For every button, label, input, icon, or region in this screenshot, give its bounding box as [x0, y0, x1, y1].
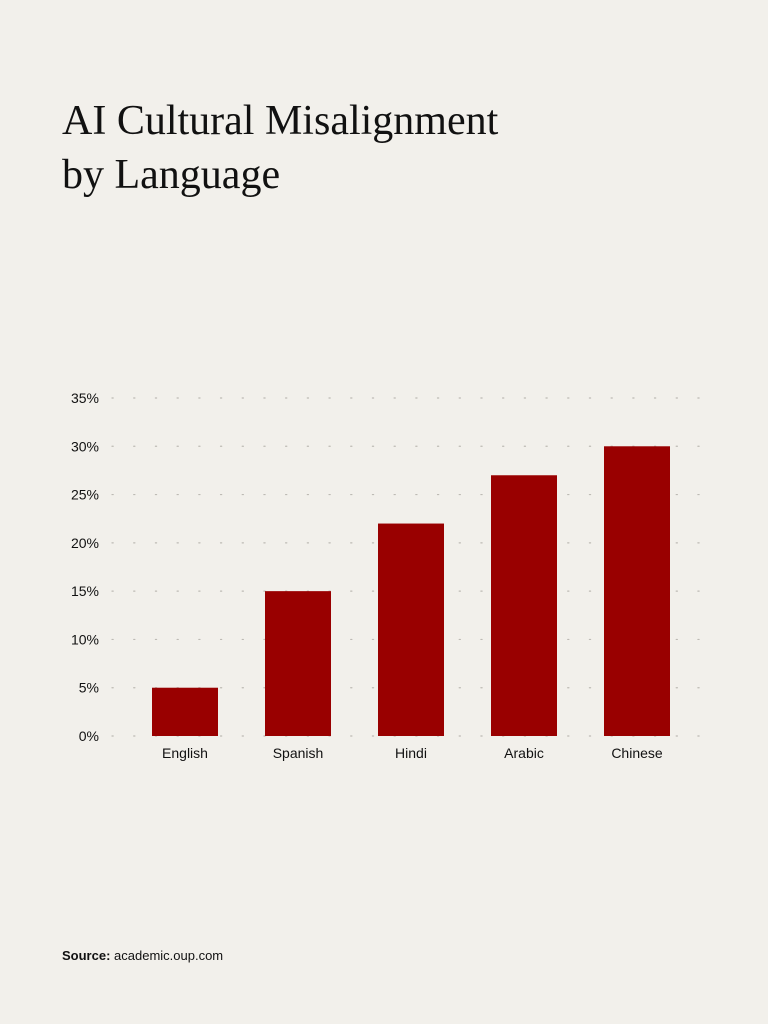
bar-english [152, 687, 218, 736]
y-tick-label: 0% [79, 728, 99, 744]
bars [152, 446, 670, 736]
chart-title: AI Cultural Misalignment by Language [62, 94, 702, 202]
source-label: Source: [62, 948, 111, 963]
y-tick-label: 15% [71, 583, 99, 599]
bar-chinese [604, 446, 670, 736]
y-tick-label: 10% [71, 631, 99, 647]
x-tick-label: Chinese [611, 745, 663, 761]
y-tick-label: 35% [71, 390, 99, 406]
bar-chart: 0% 5% 10% 15% 20% 25% 30% 35% English Spanish Hin… [71, 390, 706, 761]
y-tick-label: 25% [71, 487, 99, 503]
x-tick-label: Arabic [504, 745, 544, 761]
chart-title-line-2: by Language [62, 152, 281, 198]
bar-spanish [265, 591, 331, 736]
x-axis-ticks: English Spanish Hindi Arabic Chinese [162, 745, 663, 761]
source-note: Source: academic.oup.com [62, 948, 223, 963]
x-tick-label: Hindi [395, 745, 427, 761]
chart-title-line-1: AI Cultural Misalignment [62, 98, 499, 144]
bar-hindi [378, 523, 444, 736]
bar-arabic [491, 475, 557, 736]
y-tick-label: 20% [71, 535, 99, 551]
source-text: academic.oup.com [114, 948, 224, 963]
y-tick-label: 30% [71, 438, 99, 454]
y-tick-label: 5% [79, 680, 99, 696]
x-tick-label: Spanish [273, 745, 324, 761]
y-axis-ticks: 0% 5% 10% 15% 20% 25% 30% 35% [71, 390, 99, 744]
x-tick-label: English [162, 745, 208, 761]
